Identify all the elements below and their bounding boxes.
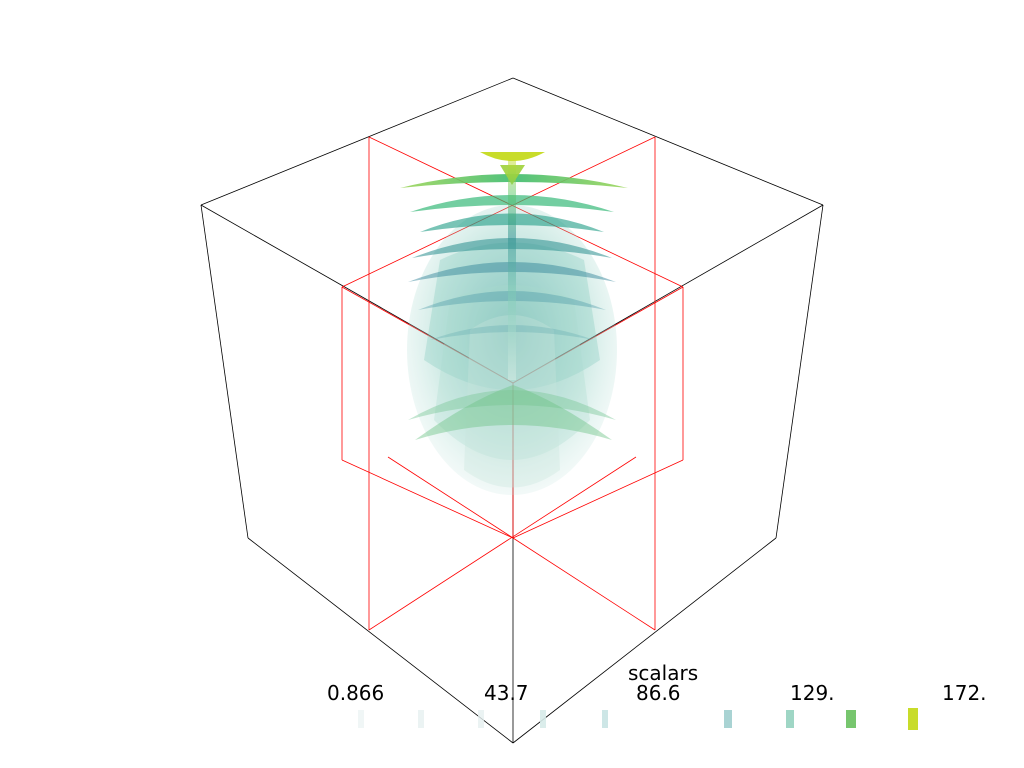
scalar-bar-tick-label: 172. xyxy=(942,681,987,705)
scalar-bar-tick-label: 0.866 xyxy=(327,681,385,705)
volume-render xyxy=(400,152,628,495)
scalar-bar-tick-label: 43.7 xyxy=(484,681,529,705)
scalar-bar-tick-label: 129. xyxy=(790,681,835,705)
scalar-bar-tick-label: 86.6 xyxy=(636,681,681,705)
scalar-bar-title: scalars xyxy=(628,661,699,685)
scalar-bar-swatches xyxy=(358,708,918,730)
